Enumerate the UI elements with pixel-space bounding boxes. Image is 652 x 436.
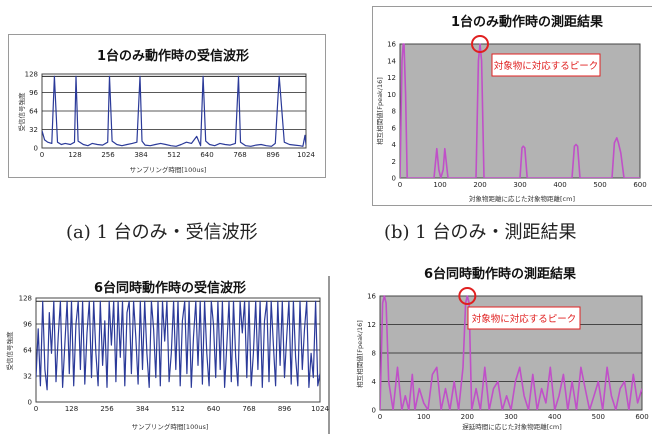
y-tick-label: 12 [367, 321, 376, 329]
y-tick-label: 4 [372, 378, 377, 386]
x-tick-label: 512 [167, 151, 180, 159]
x-tick-label: 1024 [297, 151, 315, 159]
x-tick-label: 100 [417, 413, 430, 421]
y-tick-label: 64 [23, 347, 32, 355]
x-tick-label: 0 [398, 181, 402, 189]
chart-title: 6台同時動作時の受信波形 [94, 280, 246, 296]
chart-panel-c: 6台同時動作時の受信波形 128 96 64 32 0 0 128 256 384 512 640 76… [0, 276, 332, 436]
y-tick-label: 6 [392, 124, 397, 132]
x-tick-label: 384 [136, 405, 150, 413]
x-tick-label: 100 [433, 181, 446, 189]
x-tick-label: 600 [635, 413, 648, 421]
waveform-chart-single: 1台のみ動作時の受信波形 128 96 64 32 00 128 256 384 512 640 76… [8, 34, 326, 178]
series-line [42, 75, 306, 147]
y-tick-label: 8 [372, 350, 376, 358]
peak-annotation-box [467, 306, 581, 330]
y-tick-label: 96 [23, 321, 32, 329]
x-tick-label: 896 [278, 405, 292, 413]
x-tick-label: 768 [233, 151, 246, 159]
x-tick-label: 400 [548, 413, 561, 421]
x-tick-label: 600 [633, 181, 646, 189]
x-tick-label: 0 [378, 413, 382, 421]
x-axis-label: 遅延時間に応じた対象物距離[cm] [462, 422, 561, 431]
y-tick-label: 16 [387, 41, 396, 49]
y-tick-label: 16 [367, 293, 376, 301]
peak-annotation-box [491, 53, 601, 77]
y-axis-label: 受信信号強度 [17, 92, 26, 132]
caption-a: (a) 1 台のみ・受信波形 [66, 222, 258, 243]
y-tick-label: 14 [387, 57, 396, 65]
y-tick-label: 10 [387, 91, 396, 99]
y-tick-label: 12 [387, 74, 396, 82]
y-tick-label: 2 [392, 158, 396, 166]
y-tick-label: 8 [392, 108, 396, 116]
x-tick-label: 384 [134, 151, 148, 159]
waveform-chart-six: 6台同時動作時の受信波形 128 96 64 32 00 128 256 384 512 640 76… [0, 276, 330, 434]
peak-annotation-text: 対象物に対応するピーク [494, 60, 599, 72]
x-tick-label: 640 [200, 151, 213, 159]
x-tick-label: 512 [171, 405, 184, 413]
y-axis-label: 相互相関値[Fpeak/16] [355, 320, 364, 388]
x-tick-label: 0 [34, 405, 38, 413]
x-tick-label: 200 [473, 181, 486, 189]
chart-title: 6台同時動作時の測距結果 [424, 266, 576, 282]
x-axis-label: サンプリング時間[100us] [132, 422, 209, 431]
x-tick-label: 400 [553, 181, 566, 189]
x-tick-label: 128 [65, 405, 78, 413]
y-tick-label: 4 [392, 141, 397, 149]
y-tick-label: 64 [29, 108, 38, 116]
y-tick-label: 0 [372, 407, 376, 415]
peak-highlight-circle [458, 287, 477, 305]
x-axis-label: サンプリング時間[100us] [130, 165, 207, 174]
chart-panel-a: 1台のみ動作時の受信波形 128 96 64 32 0 0 128 256 384 512 640 76… [8, 34, 328, 180]
peak-annotation-text: 対象物に対応するピーク [472, 313, 577, 325]
x-tick-label: 0 [40, 151, 44, 159]
x-tick-label: 300 [513, 181, 526, 189]
y-tick-label: 128 [19, 295, 32, 303]
chart-panel-d: 6台同時動作時の測距結果 16 12 8 4 0 0 100 200 300 400 500 600 遅延… [352, 262, 650, 436]
x-tick-label: 256 [101, 151, 115, 159]
x-tick-label: 1024 [311, 405, 329, 413]
chart-title: 1台のみ動作時の測距結果 [451, 14, 603, 30]
x-tick-label: 200 [461, 413, 474, 421]
caption-b: (b) 1 台のみ・測距結果 [384, 222, 577, 243]
x-tick-label: 640 [207, 405, 220, 413]
x-tick-label: 500 [592, 413, 605, 421]
series-line [380, 295, 642, 410]
chart-title: 1台のみ動作時の受信波形 [97, 48, 249, 64]
x-tick-label: 896 [266, 151, 280, 159]
x-tick-label: 500 [593, 181, 606, 189]
y-tick-label: 32 [23, 373, 32, 381]
x-axis-label: 対象物距離に応じた対象物距離[cm] [469, 194, 575, 203]
x-tick-label: 768 [242, 405, 255, 413]
y-axis-label: 相互相関値[Fpeak/16] [375, 77, 384, 145]
y-tick-label: 0 [34, 145, 38, 153]
y-tick-label: 0 [392, 175, 396, 183]
y-tick-label: 0 [28, 399, 32, 407]
y-tick-label: 128 [25, 71, 38, 79]
x-tick-label: 128 [68, 151, 81, 159]
y-tick-label: 96 [29, 89, 38, 97]
x-tick-label: 300 [504, 413, 517, 421]
x-tick-label: 256 [100, 405, 114, 413]
series-line [36, 300, 320, 391]
peak-highlight-circle [471, 35, 489, 53]
series-line [400, 43, 640, 178]
y-tick-label: 32 [29, 126, 38, 134]
y-axis-label: 受信信号強度 [5, 331, 14, 371]
chart-panel-b: 1台のみ動作時の測距結果 16 14 12 10 8 6 4 2 0 0 100 200 300 400 50… [372, 6, 652, 208]
